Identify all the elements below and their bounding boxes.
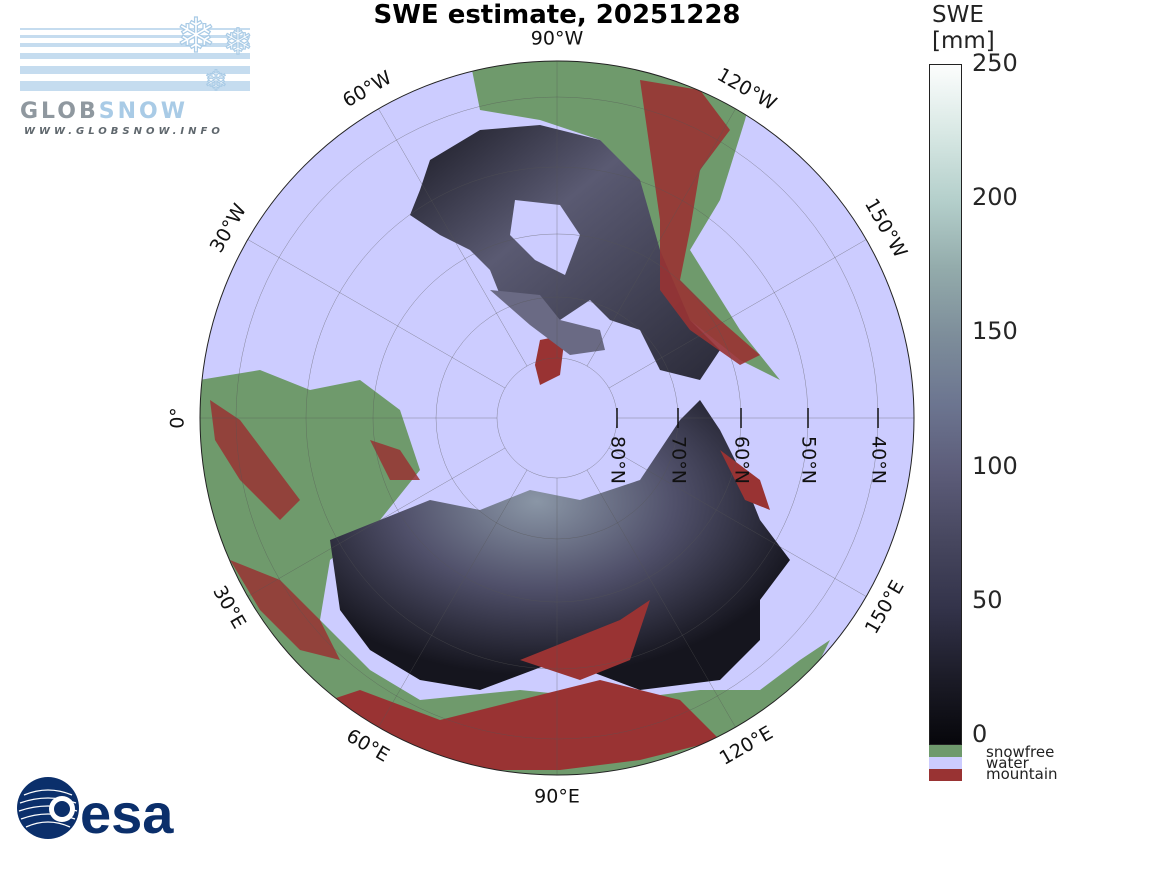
legend-label-snowfree: snowfree xyxy=(986,743,1055,761)
meridian-line xyxy=(608,447,867,597)
meridian-line xyxy=(586,469,736,728)
colorbar-title: SWE xyxy=(932,2,984,28)
longitude-label: 0° xyxy=(167,407,189,429)
hudson-bay xyxy=(510,200,580,275)
rockies-mountain xyxy=(640,80,760,365)
eurasia-snow xyxy=(330,400,790,690)
latitude-label: 40°N xyxy=(868,436,890,484)
legend-swatch-water xyxy=(929,757,962,769)
colorbar-tick-label: 50 xyxy=(972,585,1003,614)
legend-swatch-mountain xyxy=(929,769,962,781)
europe-mountains xyxy=(210,400,420,660)
colorbar-tick-label: 250 xyxy=(972,49,1018,77)
meridian-line xyxy=(378,469,528,728)
colorbar-tick-label: 0 xyxy=(972,720,988,748)
map-frame xyxy=(199,60,915,776)
svg-text:❄: ❄ xyxy=(204,64,227,97)
legend-label-water: water xyxy=(986,754,1029,772)
globsnow-logo: ❄ ❄ ❄ GLOBSNOW WWW.GLOBSNOW.INFO xyxy=(20,10,254,137)
longitude-label: 90°W xyxy=(531,28,584,50)
legend-swatch-snowfree xyxy=(929,745,962,757)
globsnow-url: WWW.GLOBSNOW.INFO xyxy=(24,126,224,137)
latitude-label: 50°N xyxy=(798,436,820,484)
meridian-line xyxy=(247,447,506,597)
latitude-label: 80°N xyxy=(607,436,629,484)
legend-label-mountain: mountain xyxy=(986,765,1058,783)
svg-text:❄: ❄ xyxy=(176,10,216,64)
swe-colorbar xyxy=(929,64,962,745)
latitude-label: 70°N xyxy=(668,436,690,484)
meridian-line xyxy=(378,108,528,367)
longitude-label: 90°E xyxy=(534,786,580,808)
meridian-line xyxy=(586,108,736,367)
esa-logo: esa xyxy=(17,777,174,845)
meridian-line xyxy=(608,239,867,389)
eurasia-snowfree xyxy=(200,370,830,775)
svg-text:GLOBSNOW: GLOBSNOW xyxy=(20,99,188,124)
colorbar-tick-label: 200 xyxy=(972,183,1018,212)
svg-text:❄: ❄ xyxy=(223,22,253,63)
arctic-islands xyxy=(490,290,605,355)
meridian-line xyxy=(247,239,506,389)
map-title: SWE estimate, 20251228 xyxy=(373,0,741,30)
colorbar-unit: [mm] xyxy=(932,28,995,54)
colorbar-tick-label: 150 xyxy=(972,317,1018,346)
latitude-label: 60°N xyxy=(731,436,753,484)
greenland xyxy=(535,335,565,385)
esa-wordmark: esa xyxy=(80,782,174,845)
colorbar-tick-label: 100 xyxy=(972,451,1018,480)
